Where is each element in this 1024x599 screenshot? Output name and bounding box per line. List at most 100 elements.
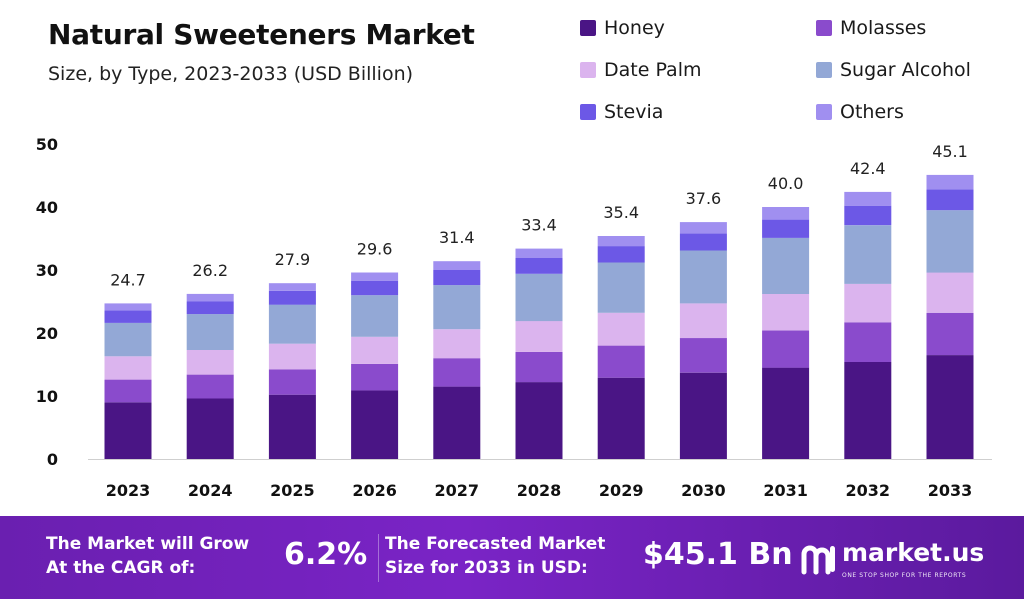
bar-segment xyxy=(104,322,152,357)
bar-stack-2032 xyxy=(844,191,892,459)
bar-segment xyxy=(351,336,399,364)
legend-swatch xyxy=(816,104,832,120)
legend-swatch xyxy=(580,20,596,36)
bar-segment xyxy=(679,250,727,304)
bar-segment xyxy=(186,374,234,399)
bar-segment xyxy=(515,351,563,383)
bar-segment xyxy=(186,314,234,350)
cagr-label-line2: At the CAGR of: xyxy=(46,558,196,578)
legend-item-molasses: Molasses xyxy=(816,14,926,42)
forecast-value: $45.1 Bn xyxy=(643,537,793,572)
bar-segment xyxy=(762,367,810,459)
bar-segment xyxy=(433,261,481,270)
bar-segment xyxy=(186,398,234,459)
bar-segment xyxy=(679,372,727,459)
bar-segment xyxy=(844,225,892,284)
legend-label: Others xyxy=(840,101,904,123)
bar-segment xyxy=(186,301,234,315)
bar-stack-2024 xyxy=(186,293,234,459)
total-label: 35.4 xyxy=(603,203,639,222)
total-label: 45.1 xyxy=(932,142,968,161)
y-tick-label: 50 xyxy=(36,135,58,154)
bar-segment xyxy=(844,191,892,206)
market-us-logo-icon xyxy=(801,545,835,575)
x-tick-label: 2025 xyxy=(270,481,315,500)
bar-segment xyxy=(433,329,481,359)
bar-segment xyxy=(679,303,727,339)
cagr-value: 6.2% xyxy=(284,537,368,572)
bars-group xyxy=(104,174,974,459)
total-label: 24.7 xyxy=(110,270,146,289)
total-label: 42.4 xyxy=(850,159,886,178)
total-label: 26.2 xyxy=(192,261,228,280)
bar-stack-2029 xyxy=(597,236,645,459)
bar-stack-2033 xyxy=(926,174,974,459)
bar-segment xyxy=(268,343,316,370)
y-tick-label: 0 xyxy=(47,450,58,469)
total-label: 31.4 xyxy=(439,228,475,247)
y-tick-label: 20 xyxy=(36,324,58,343)
bar-segment xyxy=(926,312,974,355)
bar-segment xyxy=(844,362,892,459)
legend-swatch xyxy=(580,104,596,120)
total-label: 37.6 xyxy=(686,189,722,208)
legend-label: Sugar Alcohol xyxy=(840,59,971,81)
bar-segment xyxy=(515,273,563,322)
legend-item-others: Others xyxy=(816,98,904,126)
bar-segment xyxy=(433,285,481,330)
legend-item-date-palm: Date Palm xyxy=(580,56,702,84)
x-tick-label: 2024 xyxy=(188,481,233,500)
x-tick-label: 2023 xyxy=(106,481,151,500)
y-tick-label: 40 xyxy=(36,198,58,217)
bar-segment xyxy=(268,369,316,395)
bar-segment xyxy=(268,394,316,459)
bar-segment xyxy=(762,219,810,238)
bar-segment xyxy=(433,270,481,286)
x-tick-label: 2033 xyxy=(928,481,973,500)
bar-segment xyxy=(844,322,892,362)
bar-segment xyxy=(597,262,645,313)
bar-segment xyxy=(104,402,152,459)
cagr-label: The Market will Grow At the CAGR of: xyxy=(46,532,249,580)
bar-segment xyxy=(679,222,727,234)
bar-segment xyxy=(268,283,316,291)
bar-segment xyxy=(515,321,563,352)
x-tick-label: 2032 xyxy=(846,481,891,500)
y-axis: 0 10 20 30 40 50 xyxy=(36,135,58,469)
chart-subtitle: Size, by Type, 2023-2033 (USD Billion) xyxy=(48,63,414,85)
x-tick-label: 2030 xyxy=(681,481,726,500)
legend-swatch xyxy=(816,62,832,78)
bar-segment xyxy=(433,386,481,459)
brand-tagline: ONE STOP SHOP FOR THE REPORTS xyxy=(842,572,967,579)
bar-segment xyxy=(515,248,563,258)
bar-segment xyxy=(926,189,974,211)
bar-segment xyxy=(926,210,974,273)
total-labels: 24.7 26.2 27.9 29.6 31.4 33.4 35.4 37.6 40.0 42.4… xyxy=(110,142,968,290)
footer-divider xyxy=(378,534,379,582)
bar-segment xyxy=(844,205,892,226)
bar-segment xyxy=(515,382,563,459)
bar-segment xyxy=(186,350,234,375)
bar-segment xyxy=(433,358,481,387)
bar-segment xyxy=(104,310,152,323)
bar-segment xyxy=(515,258,563,274)
legend-item-sugar-alcohol: Sugar Alcohol xyxy=(816,56,971,84)
bar-segment xyxy=(926,355,974,459)
bar-stack-2023 xyxy=(104,303,152,459)
chart-title: Natural Sweeteners Market xyxy=(48,18,475,51)
bar-segment xyxy=(351,272,399,281)
bar-stack-2026 xyxy=(351,272,399,459)
legend-item-stevia: Stevia xyxy=(580,98,663,126)
legend-label: Molasses xyxy=(840,17,927,39)
footer-banner: The Market will Grow At the CAGR of: 6.2… xyxy=(0,516,1024,599)
bar-segment xyxy=(926,272,974,313)
bar-segment xyxy=(679,338,727,373)
total-label: 27.9 xyxy=(275,250,311,269)
bar-segment xyxy=(762,237,810,294)
total-label: 33.4 xyxy=(521,216,557,235)
bar-segment xyxy=(597,377,645,459)
bar-segment xyxy=(597,236,645,247)
x-tick-label: 2026 xyxy=(352,481,397,500)
